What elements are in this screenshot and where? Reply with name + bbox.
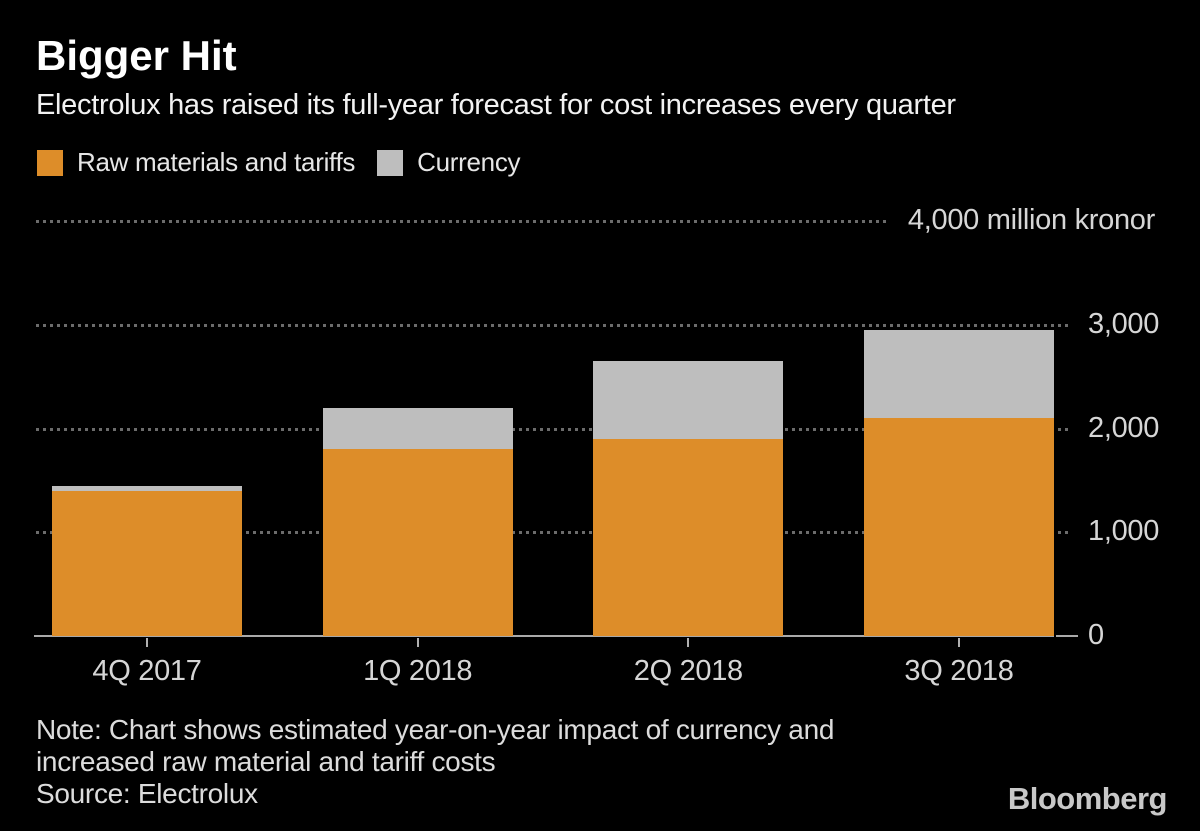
legend-label-raw-materials: Raw materials and tariffs xyxy=(77,147,356,177)
bar-1q-2018-currency xyxy=(322,407,513,450)
x-tick-label-4: 3Q 2018 xyxy=(904,655,1014,687)
gridline-2000 xyxy=(36,427,1070,431)
legend: Raw materials and tariffs Currency xyxy=(37,147,521,178)
y-axis-unit-label: 4,000 million kronor xyxy=(907,204,1155,236)
legend-label-currency: Currency xyxy=(417,147,521,177)
x-tick-label-3: 2Q 2018 xyxy=(633,655,743,687)
y-tick-label-2000: 2,000 xyxy=(1088,411,1160,444)
bar-2q-2018-raw-materials-and-tariffs xyxy=(593,438,784,636)
currency-swatch-icon xyxy=(377,149,404,176)
x-tick-4 xyxy=(958,638,960,647)
bar-3q-2018-currency xyxy=(864,329,1054,419)
source-line: Source: Electrolux xyxy=(36,778,258,809)
y-tick-label-0: 0 xyxy=(1088,619,1104,651)
bar-4q-2017-raw-materials-and-tariffs xyxy=(52,490,242,636)
x-tick-2 xyxy=(416,638,419,647)
chart-subtitle: Electrolux has raised its full-year fore… xyxy=(36,89,956,121)
bar-4q-2017-currency xyxy=(52,485,242,491)
chart-footnote: Note: Chart shows estimated year-on-year… xyxy=(36,714,834,810)
legend-item-currency: Currency xyxy=(377,147,521,178)
x-tick-1 xyxy=(146,638,148,647)
y-tick-label-3000: 3,000 xyxy=(1088,307,1160,340)
chart-title: Bigger Hit xyxy=(36,32,237,79)
raw-materials-swatch-icon xyxy=(37,149,63,176)
zero-tick xyxy=(1056,635,1078,637)
note-line-2: increased raw material and tariff costs xyxy=(36,746,496,777)
y-tick-label-1000: 1,000 xyxy=(1088,515,1160,548)
x-tick-label-1: 4Q 2017 xyxy=(92,655,202,687)
bloomberg-logo: Bloomberg xyxy=(1007,781,1168,816)
x-tick-3 xyxy=(687,638,690,647)
gridline-3000 xyxy=(36,323,1070,327)
gridline-1000 xyxy=(36,531,1070,535)
bar-2q-2018-currency xyxy=(593,361,784,439)
bar-3q-2018-raw-materials-and-tariffs xyxy=(864,418,1054,636)
note-line-1: Note: Chart shows estimated year-on-year… xyxy=(36,714,835,745)
gridline-4000 xyxy=(36,220,888,223)
x-axis-line xyxy=(34,635,1054,637)
x-tick-label-2: 1Q 2018 xyxy=(363,655,473,687)
legend-item-raw-materials: Raw materials and tariffs xyxy=(37,147,355,178)
bar-1q-2018-raw-materials-and-tariffs xyxy=(322,449,513,636)
